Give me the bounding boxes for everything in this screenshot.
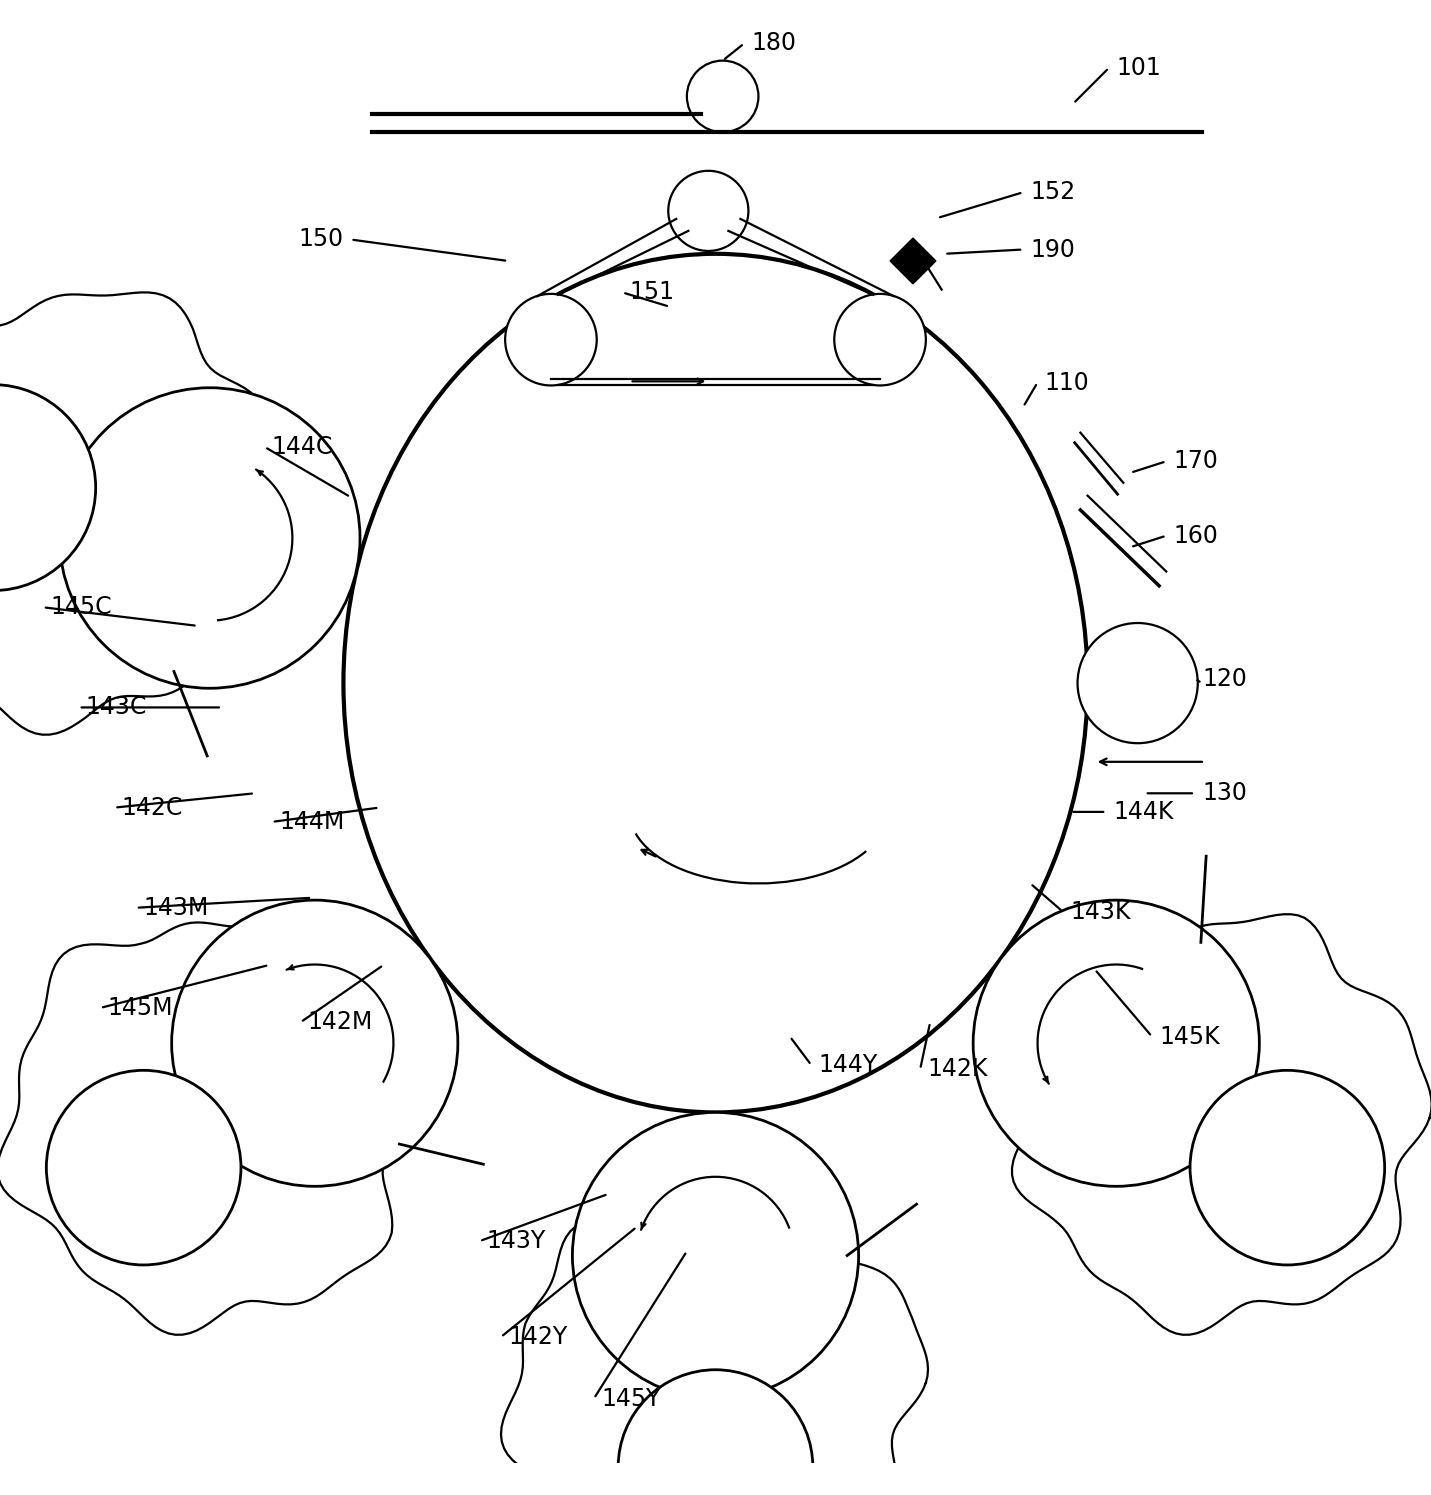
Text: 160: 160 (1173, 523, 1218, 547)
Text: 145M: 145M (107, 996, 173, 1020)
Circle shape (0, 384, 96, 591)
Text: 143K: 143K (1070, 900, 1130, 924)
Text: 110: 110 (1045, 371, 1089, 395)
Circle shape (60, 387, 361, 688)
Circle shape (46, 1070, 240, 1265)
Text: 142Y: 142Y (508, 1325, 567, 1348)
Circle shape (668, 170, 748, 251)
Circle shape (834, 295, 926, 386)
Text: 144C: 144C (272, 435, 333, 459)
Text: 180: 180 (751, 31, 796, 55)
Text: 143M: 143M (143, 896, 209, 919)
Text: 145C: 145C (50, 595, 112, 619)
Circle shape (505, 295, 597, 386)
Polygon shape (890, 238, 936, 284)
Text: 145Y: 145Y (601, 1386, 661, 1411)
Text: 120: 120 (1202, 667, 1246, 691)
Circle shape (618, 1369, 813, 1495)
Ellipse shape (343, 254, 1088, 1112)
Text: 130: 130 (1202, 782, 1246, 806)
Text: 152: 152 (1030, 181, 1076, 205)
Text: 143Y: 143Y (487, 1229, 545, 1253)
Circle shape (572, 1112, 859, 1399)
Text: 150: 150 (298, 227, 343, 251)
Text: 101: 101 (1116, 55, 1161, 79)
Text: 190: 190 (1030, 238, 1075, 262)
Text: 170: 170 (1173, 450, 1218, 474)
Text: 143C: 143C (86, 695, 147, 719)
Text: 144M: 144M (279, 810, 345, 834)
Circle shape (687, 61, 758, 132)
Text: 142K: 142K (927, 1057, 987, 1081)
Circle shape (1191, 1070, 1385, 1265)
Text: 151: 151 (630, 281, 674, 305)
Circle shape (1078, 623, 1198, 743)
Text: 142C: 142C (122, 795, 183, 819)
Circle shape (973, 900, 1259, 1187)
Circle shape (172, 900, 458, 1187)
Text: 144K: 144K (1113, 800, 1173, 824)
Text: 142M: 142M (308, 1011, 373, 1035)
Text: 145K: 145K (1159, 1024, 1219, 1048)
Text: 144Y: 144Y (819, 1052, 877, 1078)
